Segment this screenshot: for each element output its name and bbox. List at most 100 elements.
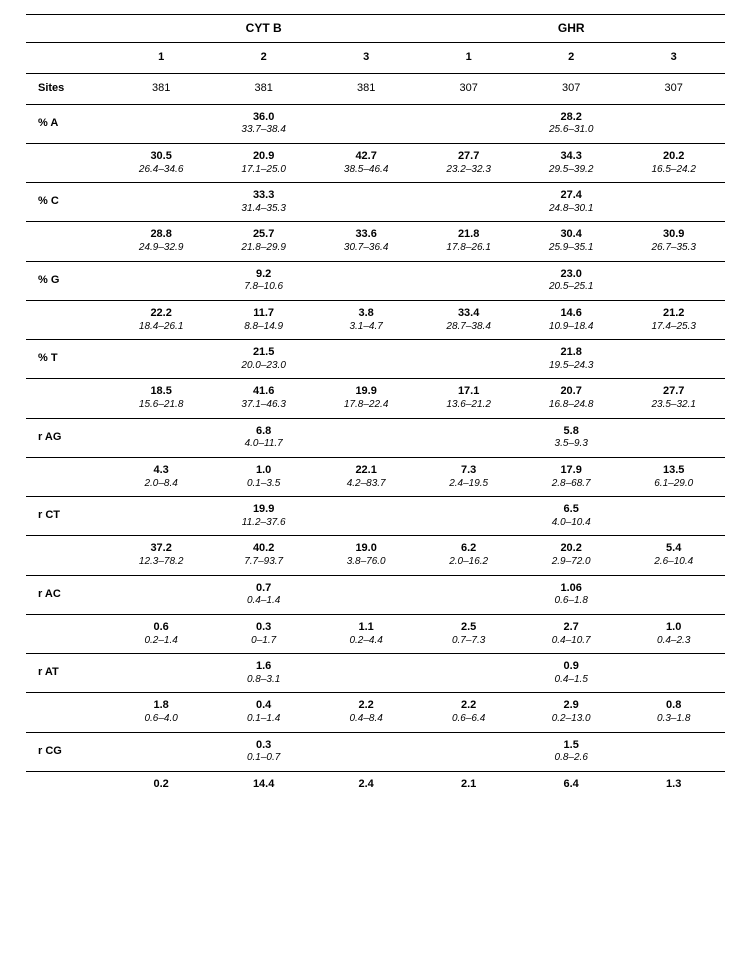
- param-overall-row: % A36.033.7–38.428.225.6–31.0: [26, 104, 725, 143]
- overall-value: 19.911.2–37.6: [112, 503, 416, 529]
- param-overall-row: r AC0.70.4–1.41.060.6–1.8: [26, 575, 725, 614]
- overall-value: 0.90.4–1.5: [419, 660, 723, 686]
- sites-value: 307: [562, 82, 580, 94]
- col-header: 3: [624, 51, 723, 65]
- param-label: r CG: [38, 745, 62, 757]
- param-values-row: 30.526.4–34.620.917.1–25.042.738.5–46.4 2…: [26, 143, 725, 182]
- cell-value: 0.60.2–1.4: [112, 621, 211, 647]
- param-values-row: 1.80.6–4.00.40.1–1.42.20.4–8.42.20.6–6.4…: [26, 693, 725, 732]
- cell-value: 21.817.8–26.1: [419, 228, 518, 254]
- param-label: % C: [38, 195, 59, 207]
- cell-value: 22.14.2–83.7: [317, 464, 416, 490]
- cell-value: 2.20.4–8.4: [317, 699, 416, 725]
- cell-value: 6.22.0–16.2: [419, 542, 518, 568]
- cell-value: 0.2: [112, 778, 211, 792]
- col-header: 1: [112, 51, 211, 65]
- cell-value: 4.32.0–8.4: [112, 464, 211, 490]
- cell-value: 28.824.9–32.9: [112, 228, 211, 254]
- sites-value: 381: [254, 82, 272, 94]
- stats-table: CYT BGHR123123Sites381381381307307307% A…: [26, 14, 725, 798]
- cell-value: 2.20.6–6.4: [419, 699, 518, 725]
- cell-value: 20.216.5–24.2: [624, 150, 723, 176]
- cell-value: 30.526.4–34.6: [112, 150, 211, 176]
- sites-row: Sites381381381307307307: [26, 73, 725, 104]
- cell-value: 40.27.7–93.7: [214, 542, 313, 568]
- overall-value: 36.033.7–38.4: [112, 111, 416, 137]
- cell-value: 42.738.5–46.4: [317, 150, 416, 176]
- param-overall-row: % C 33.331.4–35.327.424.8–30.1: [26, 183, 725, 222]
- cell-value: 34.329.5–39.2: [522, 150, 621, 176]
- cell-value: 13.56.1–29.0: [624, 464, 723, 490]
- cell-value: 14.4: [214, 778, 313, 792]
- cell-value: 5.42.6–10.4: [624, 542, 723, 568]
- cell-value: 17.113.6–21.2: [419, 385, 518, 411]
- param-overall-row: r AT 1.60.8–3.10.90.4–1.5: [26, 654, 725, 693]
- cell-value: 30.425.9–35.1: [522, 228, 621, 254]
- param-values-row: 22.218.4–26.111.78.8–14.93.83.1–4.733.42…: [26, 300, 725, 339]
- param-values-row: 0.214.4 2.42.1 6.41.3: [26, 771, 725, 797]
- cell-value: 2.50.7–7.3: [419, 621, 518, 647]
- cell-value: 2.1: [419, 778, 518, 792]
- cell-value: 20.917.1–25.0: [214, 150, 313, 176]
- cell-value: 0.40.1–1.4: [214, 699, 313, 725]
- cell-value: 1.00.4–2.3: [624, 621, 723, 647]
- param-label: r AC: [38, 588, 61, 600]
- overall-value: 6.54.0–10.4: [419, 503, 723, 529]
- cell-value: 2.90.2–13.0: [522, 699, 621, 725]
- cell-value: 7.32.4–19.5: [419, 464, 518, 490]
- cell-value: 6.4: [522, 778, 621, 792]
- param-values-row: 4.32.0–8.41.00.1–3.522.14.2–83.77.32.4–1…: [26, 457, 725, 496]
- cell-value: 0.80.3–1.8: [624, 699, 723, 725]
- sites-value: 381: [357, 82, 375, 94]
- overall-value: 28.225.6–31.0: [419, 111, 723, 137]
- cell-value: 21.217.4–25.3: [624, 307, 723, 333]
- overall-value: 23.020.5–25.1: [419, 268, 723, 294]
- table-header-cols: 123123: [26, 43, 725, 74]
- overall-value: 6.84.0–11.7: [112, 425, 416, 451]
- overall-value: 21.520.0–23.0: [112, 346, 416, 372]
- cell-value: 0.30–1.7: [214, 621, 313, 647]
- param-overall-row: % T 21.520.0–23.021.819.5–24.3: [26, 340, 725, 379]
- sites-value: 307: [459, 82, 477, 94]
- group-header-ghr: GHR: [419, 21, 723, 36]
- overall-value: 1.50.8–2.6: [419, 739, 723, 765]
- overall-value: 21.819.5–24.3: [419, 346, 723, 372]
- cell-value: 1.3: [624, 778, 723, 792]
- param-overall-row: % G 9.27.8–10.623.020.5–25.1: [26, 261, 725, 300]
- param-values-row: 28.824.9–32.925.721.8–29.933.630.7–36.42…: [26, 222, 725, 261]
- overall-value: 0.30.1–0.7: [112, 739, 416, 765]
- col-header: 1: [419, 51, 518, 65]
- cell-value: 33.428.7–38.4: [419, 307, 518, 333]
- cell-value: 1.10.2–4.4: [317, 621, 416, 647]
- param-overall-row: r CG 0.30.1–0.71.50.8–2.6: [26, 732, 725, 771]
- overall-value: 1.60.8–3.1: [112, 660, 416, 686]
- stats-table-page: CYT BGHR123123Sites381381381307307307% A…: [0, 0, 751, 802]
- cell-value: 33.630.7–36.4: [317, 228, 416, 254]
- cell-value: 1.00.1–3.5: [214, 464, 313, 490]
- overall-value: 27.424.8–30.1: [419, 189, 723, 215]
- param-label: % G: [38, 274, 59, 286]
- cell-value: 18.515.6–21.8: [112, 385, 211, 411]
- cell-value: 37.212.3–78.2: [112, 542, 211, 568]
- param-label: % T: [38, 352, 58, 364]
- cell-value: 19.917.8–22.4: [317, 385, 416, 411]
- param-overall-row: r AG 6.84.0–11.75.83.5–9.3: [26, 418, 725, 457]
- cell-value: 20.22.9–72.0: [522, 542, 621, 568]
- overall-value: 33.331.4–35.3: [112, 189, 416, 215]
- cell-value: 11.78.8–14.9: [214, 307, 313, 333]
- cell-value: 30.926.7–35.3: [624, 228, 723, 254]
- param-label: r AG: [38, 431, 61, 443]
- cell-value: 19.03.8–76.0: [317, 542, 416, 568]
- param-label: r AT: [38, 666, 59, 678]
- cell-value: 22.218.4–26.1: [112, 307, 211, 333]
- cell-value: 41.637.1–46.3: [214, 385, 313, 411]
- cell-value: 14.610.9–18.4: [522, 307, 621, 333]
- overall-value: 5.83.5–9.3: [419, 425, 723, 451]
- overall-value: 9.27.8–10.6: [112, 268, 416, 294]
- param-values-row: 37.212.3–78.240.27.7–93.719.03.8–76.06.2…: [26, 536, 725, 575]
- cell-value: 17.92.8–68.7: [522, 464, 621, 490]
- cell-value: 2.4: [317, 778, 416, 792]
- cell-value: 27.723.5–32.1: [624, 385, 723, 411]
- cell-value: 20.716.8–24.8: [522, 385, 621, 411]
- group-header-cytb: CYT B: [112, 21, 416, 36]
